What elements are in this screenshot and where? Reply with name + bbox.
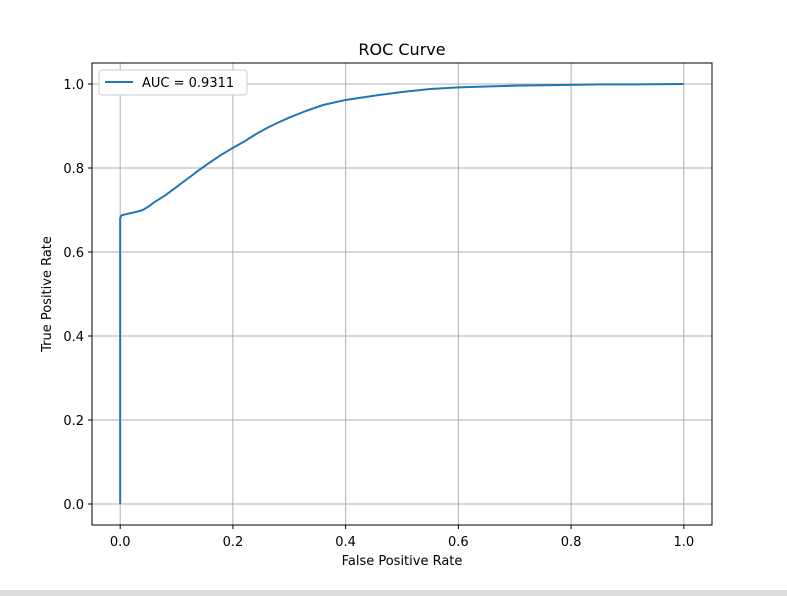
x-ticks: 0.0 0.2 0.4 0.6 0.8 1.0 <box>110 525 694 550</box>
x-tick-label: 0.0 <box>110 535 131 550</box>
y-tick-label: 0.0 <box>63 498 84 513</box>
y-tick-label: 0.4 <box>63 330 84 345</box>
grid-lines <box>92 63 712 525</box>
x-axis-label: False Positive Rate <box>342 554 463 569</box>
window-bottom-bar <box>0 590 787 596</box>
x-tick-label: 1.0 <box>673 535 694 550</box>
x-tick-label: 0.8 <box>561 535 582 550</box>
roc-series-line <box>119 83 684 504</box>
series-layer <box>119 83 684 504</box>
x-tick-label: 0.6 <box>448 535 469 550</box>
y-tick-label: 1.0 <box>63 78 84 93</box>
plot-frame <box>91 62 713 526</box>
y-tick-label: 0.8 <box>63 162 84 177</box>
x-tick-label: 0.4 <box>335 535 356 550</box>
x-tick-label: 0.2 <box>223 535 244 550</box>
y-axis-label: True Positive Rate <box>40 236 55 353</box>
chart-title: ROC Curve <box>358 40 445 59</box>
legend-label: AUC = 0.9311 <box>142 76 234 91</box>
legend-box <box>98 69 248 96</box>
y-tick-label: 0.6 <box>63 246 84 261</box>
y-ticks: 0.0 0.2 0.4 0.6 0.8 1.0 <box>63 78 92 513</box>
legend: AUC = 0.9311 <box>98 69 248 96</box>
y-tick-label: 0.2 <box>63 414 84 429</box>
